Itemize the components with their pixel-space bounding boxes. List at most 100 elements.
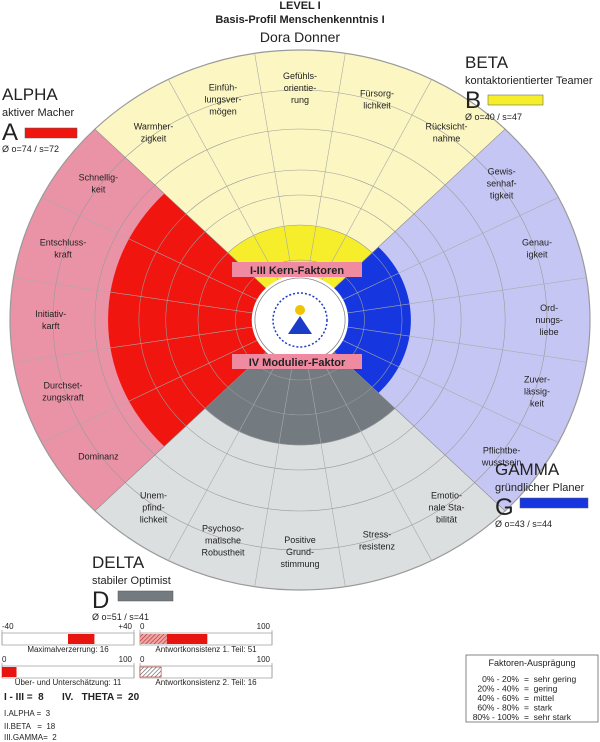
sector-label: Schnellig-keit (79, 173, 119, 195)
sector-label-line: lichkeit (140, 515, 168, 525)
spoke (41, 340, 258, 443)
scale-tick-label: 0 (140, 655, 145, 664)
sector-label: Warmher-zigkeit (134, 121, 174, 143)
level: LEVEL I (279, 0, 320, 12)
sector-label-line: Entschluss- (40, 237, 87, 247)
wheel: Schnellig-keit Entschluss-kraft Initiativ-… (9, 49, 591, 591)
sector-label: Fürsorg-lichkeit (360, 88, 394, 110)
summary-line: IV. THETA = 20 (62, 692, 140, 703)
sector-label-line: tigkeit (490, 191, 514, 201)
sector-label-line: Genau- (522, 237, 552, 247)
sector-label-line: Initiativ- (35, 309, 66, 319)
sector-label-line: Unem- (140, 491, 167, 501)
spoke (342, 340, 559, 443)
factor-stats: Ø o=43 / s=44 (495, 519, 552, 529)
sector-label-line: Ord- (540, 303, 558, 313)
factor-subtitle: stabiler Optimist (92, 575, 171, 587)
sector-label: Stress-resistenz (359, 530, 396, 552)
scale-caption: Antwortkonsistenz 1. Teil: 51 (155, 645, 257, 654)
sector-label-line: kraft (54, 249, 72, 259)
center-label-box (232, 262, 362, 277)
sector-label-line: Psychoso- (202, 524, 244, 534)
ring (165, 194, 435, 446)
sector-label-line: senhaf- (487, 179, 517, 189)
sector-label-line: Schnellig- (79, 173, 119, 183)
scale-tick-label: 100 (257, 655, 271, 664)
sector-label-line: Durchset- (44, 381, 83, 391)
scale-caption: Über- und Unterschätzung: 11 (15, 678, 122, 687)
sector-label-line: nungs- (535, 315, 563, 325)
logo-head (295, 305, 305, 315)
sector-label: Durchset-zungskraft (42, 381, 84, 403)
sector-label: Gefühls-orientie-rung (283, 71, 317, 105)
summary-line: III.GAMMA= 2 (4, 733, 57, 742)
sector-label: Dominanz (78, 451, 119, 461)
key-meaning: = stark (524, 703, 553, 713)
sector-label: Initiativ-karft (35, 309, 66, 331)
scale-bar (139, 666, 162, 678)
sector-label-line: matische (205, 536, 241, 546)
ring (235, 259, 365, 381)
sector-label-line: karft (42, 321, 60, 331)
sector-label-line: Stress- (363, 530, 392, 540)
sector-label: Ord-nungs-liebe (535, 303, 563, 337)
spoke (307, 53, 346, 276)
spoke (94, 351, 267, 512)
sector-label-line: Rücksicht- (425, 121, 467, 131)
spoke (41, 197, 258, 300)
sector-label-line: stimmung (280, 559, 319, 569)
sector-label-line: Pflichtbe- (483, 445, 521, 455)
sector-label-line: Gefühls- (283, 71, 317, 81)
sector-label: Genau-igkeit (522, 237, 552, 259)
center-label-box (232, 354, 362, 369)
key-meaning: = gering (524, 684, 558, 694)
spoke (342, 197, 559, 300)
scale-tick-label: 100 (257, 622, 271, 631)
sector-label-line: resistenz (359, 542, 396, 552)
scale-caption: Antwortkonsistenz 2. Teil: 16 (155, 678, 257, 687)
sector-label-line: lichkeit (363, 100, 391, 110)
sector-label: Zuver-lässig-keit (524, 375, 550, 409)
sector-label-line: Grund- (286, 547, 314, 557)
sector-label: Einfüh-lungsver-mögen (204, 82, 241, 116)
logo-body (288, 316, 312, 334)
factor-name: BETA (465, 53, 509, 72)
sector-label: Positive Grund-stimmung (280, 535, 319, 569)
factor-stats: Ø o=51 / s=41 (92, 612, 149, 622)
bottom-panel: -40 +40 Maximalverzerrung: 16 0 100 Über- und… (1, 622, 599, 742)
quadrant-background (94, 50, 506, 289)
summary-line: I - III = 8 (4, 692, 44, 703)
sector-label-line: wusstsein (481, 457, 522, 467)
factor-stats: Ø o=74 / s=72 (2, 144, 59, 154)
scale-caption: Maximalverzerrung: 16 (27, 645, 109, 654)
spoke (13, 326, 253, 363)
sector-label-line: liebe (540, 327, 559, 337)
sector-label: Rücksicht-nahme (425, 121, 467, 143)
key-range: 80% - 100% (473, 712, 520, 722)
spoke (321, 79, 432, 281)
key-title: Faktoren-Ausprägung (488, 658, 575, 668)
sector-label-line: nale Sta- (428, 503, 464, 513)
quadrant-background (94, 351, 506, 590)
scale-bar-hatch (140, 634, 167, 644)
sector-label-line: Dominanz (78, 451, 119, 461)
quadrant-background (334, 129, 590, 511)
sector-label-line: rung (291, 95, 309, 105)
center-label: I-III Kern-Faktoren (250, 265, 344, 277)
sector-label-line: Gewis- (488, 167, 516, 177)
sector-label-line: igkeit (526, 249, 548, 259)
spoke (333, 351, 506, 512)
ring (9, 49, 591, 591)
sector-label-line: Einfüh- (209, 82, 238, 92)
key-range: 40% - 60% (477, 693, 519, 703)
person-name: Dora Donner (260, 29, 340, 45)
factor-name: GAMMA (495, 460, 560, 479)
factor-letter: A (2, 119, 18, 146)
ring (94, 128, 506, 512)
factor-subtitle: kontaktorientierter Teamer (465, 75, 593, 87)
spoke (13, 277, 253, 314)
sector-label: Pflichtbe-wusstsein (481, 445, 522, 467)
scale-bar (2, 667, 17, 677)
key-meaning: = mittel (524, 693, 554, 703)
